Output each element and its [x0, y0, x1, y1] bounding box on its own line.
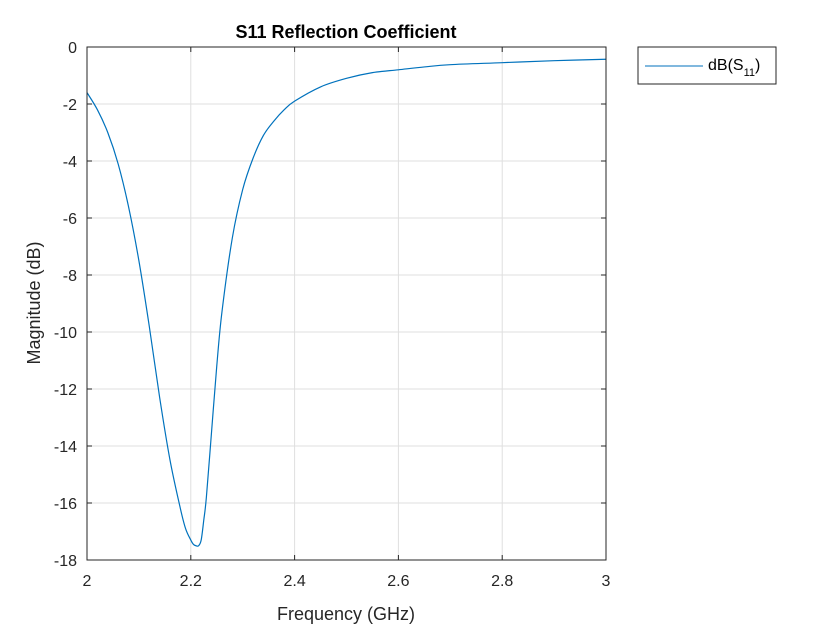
- y-tick-label: -14: [54, 439, 77, 456]
- y-tick-label: -2: [63, 97, 77, 114]
- y-tick-label: -16: [54, 496, 77, 513]
- y-tick-label: -4: [63, 154, 77, 171]
- series-line-s11: [86, 58, 607, 547]
- x-tick-label: 2.6: [387, 573, 409, 590]
- legend: dB(S11): [637, 46, 777, 85]
- y-tick-label: 0: [68, 40, 77, 57]
- chart-title: S11 Reflection Coefficient: [235, 22, 456, 42]
- legend-entry-base: dB(S: [708, 57, 744, 74]
- legend-entry-label: dB(S11): [708, 57, 760, 79]
- x-tick-labels: 2 2.2 2.4 2.6 2.8 3: [83, 573, 611, 590]
- series-layer: [86, 58, 607, 547]
- y-tick-label: -8: [63, 268, 77, 285]
- y-tick-label: -18: [54, 553, 77, 570]
- x-axis-label: Frequency (GHz): [277, 604, 415, 624]
- plot-frame: [86, 46, 607, 561]
- x-tick-label: 2.2: [180, 573, 202, 590]
- legend-entry-close: ): [755, 57, 760, 74]
- tick-marks: [86, 46, 607, 561]
- plot-area: [87, 47, 606, 560]
- x-tick-label: 2.8: [491, 573, 513, 590]
- legend-entry-subscript: 11: [744, 67, 755, 79]
- y-axis-label: Magnitude (dB): [24, 241, 44, 364]
- y-tick-label: -10: [54, 325, 77, 342]
- x-tick-label: 2.4: [283, 573, 305, 590]
- x-tick-label: 2: [83, 573, 92, 590]
- y-tick-labels: 0 -2 -4 -6 -8 -10 -12 -14 -16 -18: [54, 40, 77, 570]
- x-tick-label: 3: [602, 573, 611, 590]
- y-tick-label: -6: [63, 211, 77, 228]
- y-tick-label: -12: [54, 382, 77, 399]
